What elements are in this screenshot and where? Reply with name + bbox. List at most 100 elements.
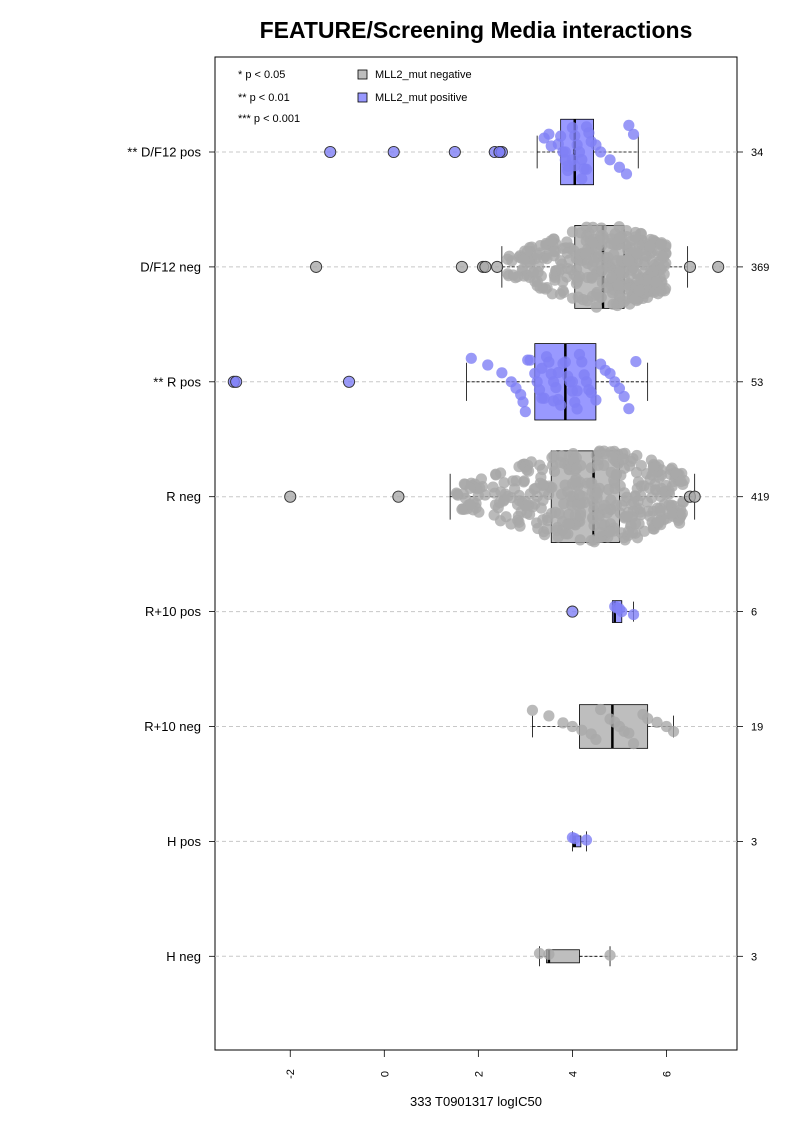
data-point bbox=[541, 523, 553, 535]
data-point bbox=[542, 488, 555, 501]
data-point bbox=[651, 716, 663, 728]
data-point bbox=[623, 119, 635, 131]
data-point bbox=[559, 528, 572, 540]
data-point bbox=[635, 460, 647, 472]
data-point bbox=[569, 833, 581, 845]
data-point bbox=[552, 366, 564, 379]
data-point bbox=[526, 704, 539, 716]
count-label: 419 bbox=[751, 492, 769, 504]
row-label: H pos bbox=[167, 834, 201, 849]
data-point bbox=[511, 498, 524, 511]
data-point bbox=[531, 249, 544, 261]
data-point bbox=[629, 293, 641, 305]
data-point bbox=[472, 489, 484, 502]
data-point bbox=[517, 396, 529, 408]
data-point bbox=[465, 352, 477, 364]
data-point bbox=[622, 255, 635, 267]
data-point bbox=[621, 510, 633, 522]
data-point bbox=[543, 948, 555, 960]
count-label: 19 bbox=[751, 722, 763, 734]
count-label: 6 bbox=[751, 607, 757, 619]
row-label: H neg bbox=[166, 949, 201, 964]
data-point bbox=[464, 482, 476, 494]
count-label: 34 bbox=[751, 147, 763, 159]
data-point bbox=[620, 224, 633, 237]
data-point bbox=[532, 266, 544, 278]
data-point bbox=[566, 376, 579, 388]
data-point bbox=[675, 475, 687, 488]
grid-lines bbox=[215, 151, 737, 957]
data-point bbox=[638, 525, 651, 537]
data-point bbox=[535, 471, 547, 483]
data-point bbox=[618, 390, 630, 403]
data-point bbox=[543, 128, 555, 140]
row-label: ** R pos bbox=[153, 374, 201, 389]
data-point bbox=[655, 469, 668, 481]
data-point bbox=[464, 498, 476, 511]
data-point bbox=[545, 235, 557, 247]
data-point bbox=[585, 477, 597, 489]
data-point bbox=[555, 488, 568, 500]
legend-swatch-positive bbox=[357, 92, 368, 103]
data-point bbox=[633, 284, 645, 297]
data-point bbox=[563, 508, 575, 521]
data-point bbox=[666, 507, 679, 519]
data-point bbox=[558, 498, 570, 510]
data-point bbox=[525, 456, 537, 468]
data-point bbox=[561, 262, 574, 275]
data-point bbox=[559, 356, 571, 368]
data-point bbox=[644, 510, 656, 522]
data-point bbox=[494, 497, 506, 509]
x-tick-label: -2 bbox=[285, 1069, 297, 1079]
data-point bbox=[604, 949, 616, 961]
data-point bbox=[518, 476, 530, 488]
count-label: 3 bbox=[751, 836, 757, 848]
data-point bbox=[571, 403, 583, 415]
data-point bbox=[595, 703, 607, 716]
data-point bbox=[512, 510, 524, 522]
data-point bbox=[683, 260, 697, 273]
data-point bbox=[666, 499, 678, 511]
data-point bbox=[575, 498, 587, 510]
data-point bbox=[652, 288, 664, 300]
data-point bbox=[588, 519, 600, 532]
data-point bbox=[592, 459, 604, 471]
data-point bbox=[571, 271, 583, 283]
data-point bbox=[563, 518, 575, 530]
data-point bbox=[569, 130, 581, 142]
data-point bbox=[576, 356, 588, 368]
data-point bbox=[620, 168, 633, 180]
data-point bbox=[520, 500, 532, 512]
data-point bbox=[569, 160, 581, 172]
data-point bbox=[581, 295, 593, 307]
x-tick-label: 0 bbox=[379, 1071, 391, 1077]
data-point bbox=[630, 355, 642, 368]
data-point bbox=[496, 367, 508, 379]
data-point bbox=[573, 489, 585, 501]
data-point bbox=[591, 487, 603, 499]
data-point bbox=[627, 608, 640, 621]
data-point bbox=[552, 138, 564, 150]
data-point bbox=[566, 605, 579, 618]
row-label: ** D/F12 pos bbox=[127, 145, 201, 160]
data-point bbox=[342, 375, 356, 388]
data-point bbox=[613, 382, 626, 395]
data-point bbox=[535, 502, 547, 514]
row-label: R+10 neg bbox=[144, 719, 201, 734]
data-point bbox=[387, 145, 400, 159]
data-point bbox=[538, 392, 550, 404]
data-point bbox=[658, 260, 671, 272]
data-point bbox=[667, 725, 680, 738]
data-point bbox=[489, 487, 501, 499]
data-point bbox=[660, 488, 672, 500]
data-point bbox=[566, 720, 579, 733]
legend-swatch-negative bbox=[357, 69, 368, 80]
data-point bbox=[498, 477, 510, 489]
data-point bbox=[590, 301, 603, 313]
data-point bbox=[631, 247, 643, 259]
data-point bbox=[612, 279, 624, 291]
data-point bbox=[604, 367, 616, 380]
data-point bbox=[605, 237, 617, 250]
legend-label-negative: MLL2_mut negative bbox=[375, 69, 472, 81]
